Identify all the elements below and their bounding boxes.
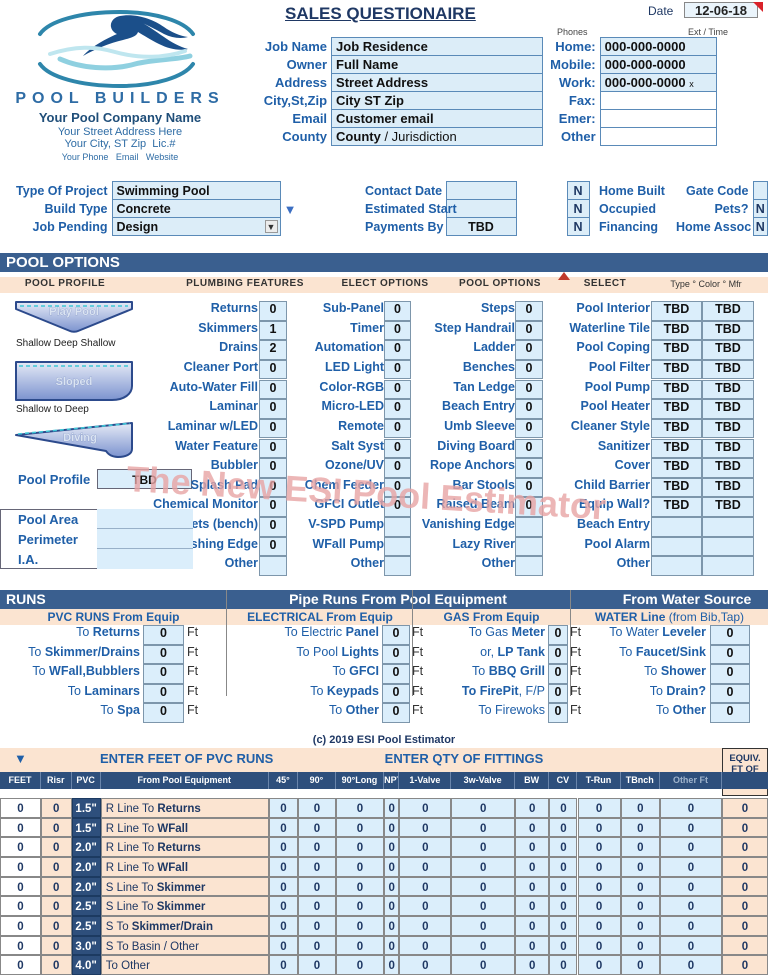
svg-text:Diving: Diving xyxy=(63,432,97,444)
svg-text:Sloped: Sloped xyxy=(56,376,93,388)
svg-text:Play Pool: Play Pool xyxy=(49,306,99,318)
